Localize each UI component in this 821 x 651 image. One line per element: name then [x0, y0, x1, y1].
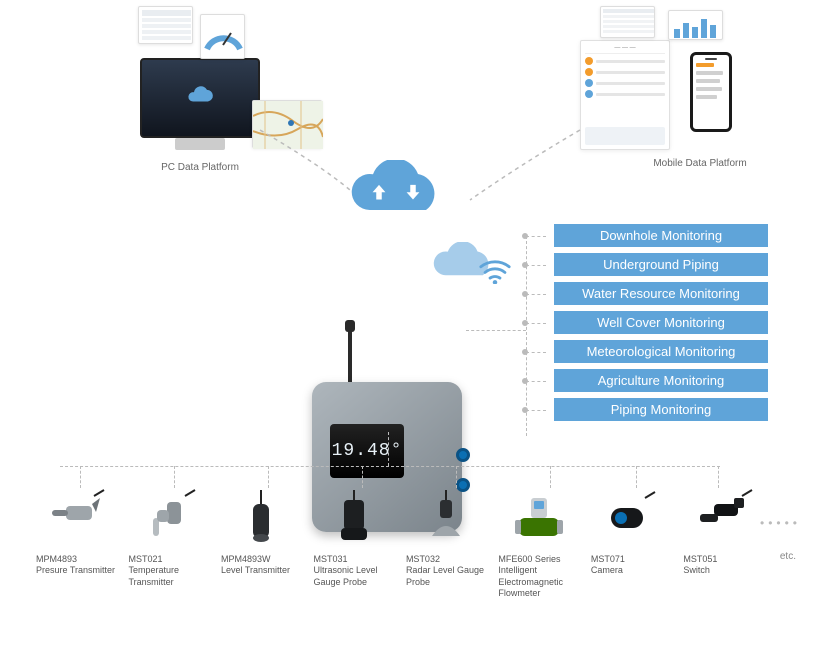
- sensor-item: MST051 Switch: [683, 488, 763, 577]
- thumb-barchart: [668, 10, 723, 40]
- connector-drop: [268, 466, 269, 488]
- antenna-icon: [348, 330, 352, 384]
- sensor-img-temperature-transmitter: [139, 488, 199, 548]
- device-display: 19.48°: [330, 424, 404, 478]
- connector-drop: [718, 466, 719, 488]
- pc-platform-label: PC Data Platform: [140, 162, 260, 173]
- monitoring-item: Meteorological Monitoring: [554, 340, 768, 363]
- cloud-icon: [186, 81, 214, 116]
- monitoring-item: Piping Monitoring: [554, 398, 768, 421]
- ellipsis-dots: •••••: [760, 516, 801, 530]
- cloud-upload: [346, 160, 446, 220]
- sensor-label: MST031 Ultrasonic Level Gauge Probe: [313, 554, 393, 588]
- sensor-label: MST021 Temperature Transmitter: [128, 554, 208, 588]
- sensor-img-radar-probe: [416, 488, 476, 548]
- connector-drop: [80, 466, 81, 488]
- monitoring-item: Water Resource Monitoring: [554, 282, 768, 305]
- thumb-table-2: [600, 6, 655, 38]
- sensor-model: MST051: [683, 554, 717, 564]
- sensor-name: Presure Transmitter: [36, 565, 115, 575]
- connector-drop: [636, 466, 637, 488]
- connector-drop: [456, 466, 457, 488]
- device-port-1: [456, 448, 470, 462]
- sensor-label: MFE600 Series Intelligent Electromagneti…: [498, 554, 578, 599]
- arrow-up-icon: [368, 181, 390, 203]
- connector-device-down: [388, 432, 389, 466]
- mobile-dashboard: — — —: [580, 40, 670, 150]
- sensor-img-pressure-transmitter: [46, 488, 106, 548]
- sensor-label: MPM4893 Presure Transmitter: [36, 554, 116, 577]
- sensor-img-camera: [601, 488, 661, 548]
- wifi-icon: [478, 258, 512, 287]
- monitoring-item: Downhole Monitoring: [554, 224, 768, 247]
- connector-drop: [550, 466, 551, 488]
- sensor-row: MPM4893 Presure Transmitter MST021 Tempe…: [36, 488, 796, 599]
- etc-label: etc.: [780, 551, 796, 562]
- sensor-label: MPM4893W Level Transmitter: [221, 554, 301, 577]
- connector-sensor-bus: [60, 466, 720, 467]
- sensor-label: MST032 Radar Level Gauge Probe: [406, 554, 486, 588]
- sensor-name: Temperature Transmitter: [128, 565, 179, 586]
- sensor-model: MPM4893W: [221, 554, 271, 564]
- monitoring-item: Agriculture Monitoring: [554, 369, 768, 392]
- sensor-item: MST071 Camera: [591, 488, 671, 577]
- sensor-item: MPM4893W Level Transmitter: [221, 488, 301, 577]
- connector-drop: [362, 466, 363, 488]
- pc-monitor: [140, 58, 260, 138]
- sensor-name: Level Transmitter: [221, 565, 290, 575]
- monitoring-list: Downhole Monitoring Underground Piping W…: [554, 224, 768, 421]
- connector-drop: [174, 466, 175, 488]
- sensor-label: MST071 Camera: [591, 554, 671, 577]
- sensor-img-ultrasonic-probe: [324, 488, 384, 548]
- sensor-model: MST021: [128, 554, 162, 564]
- sensor-name: Switch: [683, 565, 710, 575]
- sensor-model: MST031: [313, 554, 347, 564]
- sensor-model: MPM4893: [36, 554, 77, 564]
- monitoring-item: Underground Piping: [554, 253, 768, 276]
- arrow-down-icon: [402, 181, 424, 203]
- mobile-platform-label: Mobile Data Platform: [640, 158, 760, 169]
- thumb-gauge: [200, 14, 245, 59]
- sensor-item: MST032 Radar Level Gauge Probe: [406, 488, 486, 588]
- sensor-name: Ultrasonic Level Gauge Probe: [313, 565, 377, 586]
- sensor-model: MST032: [406, 554, 440, 564]
- mobile-phone: [690, 52, 732, 132]
- monitoring-item: Well Cover Monitoring: [554, 311, 768, 334]
- sensor-model: MFE600 Series: [498, 554, 560, 564]
- connector-spine-h: [466, 330, 526, 331]
- sensor-img-flowmeter: [509, 488, 569, 548]
- sensor-model: MST071: [591, 554, 625, 564]
- sensor-name: Radar Level Gauge Probe: [406, 565, 484, 586]
- thumb-table: [138, 6, 193, 44]
- sensor-item: MST021 Temperature Transmitter: [128, 488, 208, 588]
- sensor-item: MPM4893 Presure Transmitter: [36, 488, 116, 577]
- thumb-map: [252, 100, 322, 148]
- sensor-img-level-transmitter: [231, 488, 291, 548]
- sensor-name: Camera: [591, 565, 623, 575]
- sensor-item: MST031 Ultrasonic Level Gauge Probe: [313, 488, 393, 588]
- sensor-item: MFE600 Series Intelligent Electromagneti…: [498, 488, 578, 599]
- sensor-name: Intelligent Electromagnetic Flowmeter: [498, 565, 563, 598]
- sensor-label: MST051 Switch: [683, 554, 763, 577]
- sensor-img-switch: [694, 488, 754, 548]
